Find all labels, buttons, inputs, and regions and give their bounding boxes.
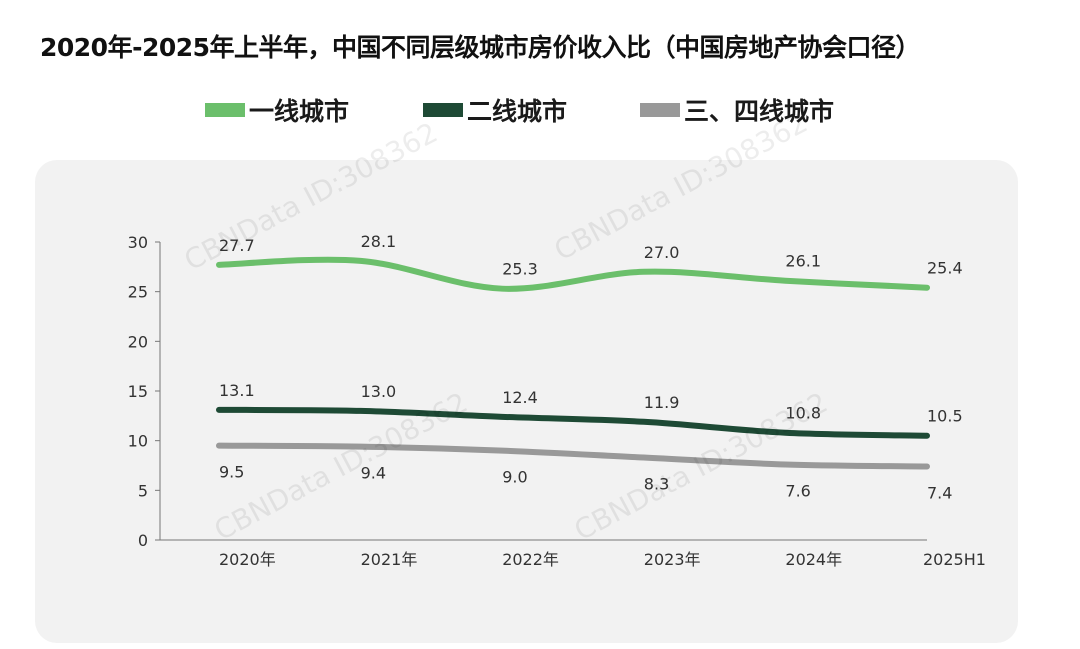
legend-item-tier34: 三、四线城市 (640, 92, 834, 128)
legend-item-tier2: 二线城市 (423, 92, 567, 128)
data-label: 10.8 (785, 404, 821, 423)
y-tick-label: 5 (138, 481, 148, 500)
y-tick-label: 25 (128, 283, 148, 302)
data-label: 8.3 (644, 475, 669, 494)
x-tick-label: 2022年 (502, 550, 559, 569)
data-label: 9.5 (219, 463, 244, 482)
y-tick-label: 30 (128, 233, 148, 252)
y-tick-label: 0 (138, 531, 148, 550)
chart-title: 2020年-2025年上半年，中国不同层级城市房价收入比（中国房地产协会口径） (40, 33, 921, 62)
data-label: 28.1 (361, 232, 397, 251)
data-label: 13.1 (219, 381, 255, 400)
series-line-3 (216, 442, 930, 470)
data-label: 7.4 (927, 483, 952, 502)
legend-swatch (640, 103, 680, 117)
x-tick-label: 2025H1 (923, 550, 986, 569)
x-tick-label: 2023年 (644, 550, 701, 569)
series-line-1 (216, 256, 930, 292)
legend-item-tier1: 一线城市 (205, 92, 349, 128)
data-label: 11.9 (644, 393, 680, 412)
data-label: 25.3 (502, 260, 538, 279)
series-line-2 (216, 406, 930, 439)
data-label: 7.6 (785, 482, 810, 501)
legend-label: 二线城市 (467, 97, 568, 126)
data-label: 13.0 (361, 382, 397, 401)
legend-swatch (205, 103, 245, 117)
data-label: 27.7 (219, 236, 255, 255)
x-tick-label: 2024年 (785, 550, 842, 569)
y-tick-label: 15 (128, 382, 148, 401)
data-label: 26.1 (785, 252, 821, 271)
x-tick-label: 2020年 (219, 550, 276, 569)
legend-swatch (423, 103, 463, 117)
y-tick-label: 20 (128, 332, 148, 351)
data-label: 10.5 (927, 407, 963, 426)
chart-panel (35, 160, 1018, 643)
data-label: 9.0 (502, 468, 527, 487)
data-label: 25.4 (927, 259, 963, 278)
x-tick-label: 2021年 (361, 550, 418, 569)
data-label: 27.0 (644, 243, 680, 262)
data-label: 9.4 (361, 464, 386, 483)
data-label: 12.4 (502, 388, 538, 407)
legend-label: 一线城市 (249, 97, 350, 126)
legend: 一线城市 二线城市 三、四线城市 (0, 92, 1080, 128)
legend-label: 三、四线城市 (684, 97, 835, 126)
y-tick-label: 10 (128, 432, 148, 451)
